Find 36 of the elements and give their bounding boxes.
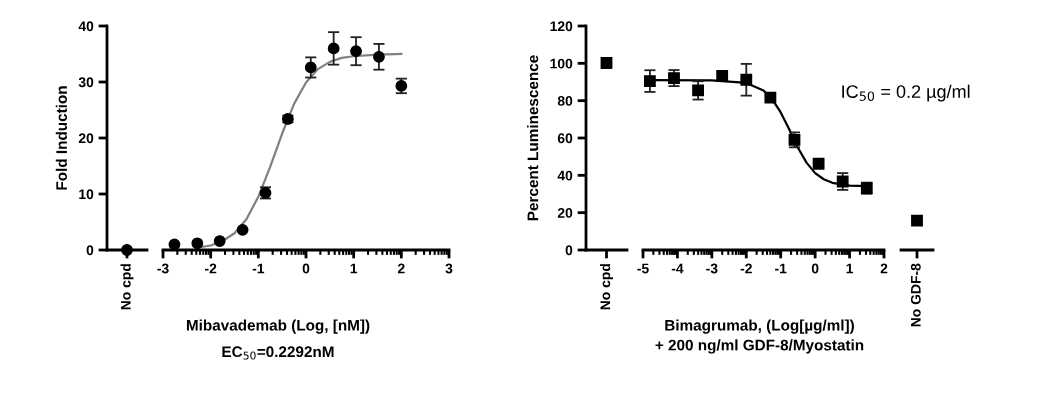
x-tick-label: -2 — [740, 263, 752, 274]
x-tick-label: 0 — [302, 263, 310, 274]
x-tick-label: 2 — [880, 263, 888, 274]
y-tick-label: 20 — [78, 133, 94, 144]
y-tick-label: 20 — [557, 208, 573, 218]
y-tick-label: 100 — [550, 58, 573, 69]
y-axis-title: Percent Luminescence — [527, 55, 539, 221]
y-tick-label: 0 — [565, 245, 573, 256]
x-tick-label: No GDF-8 — [910, 263, 921, 327]
x-tick-label: -1 — [252, 263, 265, 274]
y-tick-label: 40 — [78, 21, 94, 32]
x-axis-title: Bimagrumab, (Log[µg/ml]) + 200 ng/ml GDF-8/Myostatin — [655, 319, 864, 354]
y-tick-label: 80 — [557, 96, 573, 106]
x-tick-label: -1 — [775, 263, 787, 274]
text: EC$_{50}$=0.2292nM — [222, 346, 334, 360]
y-tick-label: 120 — [550, 21, 573, 32]
y-tick-label: 60 — [557, 133, 573, 144]
x-tick-label: -3 — [706, 263, 718, 274]
x-tick-label: 1 — [846, 263, 854, 274]
y-tick-label: 40 — [557, 170, 573, 181]
x-tick-label: -2 — [205, 263, 217, 274]
x-tick-label: 3 — [445, 263, 453, 274]
x-tick-label: No cpd — [120, 264, 134, 310]
x-tick-label: 2 — [397, 263, 405, 274]
x-tick-label: 1 — [350, 263, 358, 274]
y-tick-label: 30 — [78, 77, 94, 88]
x-tick-label: No cpd — [600, 264, 613, 310]
x-tick-label: -5 — [637, 263, 649, 274]
y-tick-label: 10 — [79, 189, 94, 200]
annotation: IC$_{50}$ = 0.2 µg/ml — [842, 84, 970, 102]
x-tick-label: -3 — [157, 263, 169, 274]
y-tick-label: 0 — [86, 245, 94, 256]
y-axis-title: Fold Induction — [55, 86, 68, 190]
x-tick-label: -4 — [671, 263, 684, 274]
x-axis-title: Mibavademab (Log, [nM]) — [186, 319, 370, 334]
x-tick-label: 0 — [811, 263, 819, 274]
